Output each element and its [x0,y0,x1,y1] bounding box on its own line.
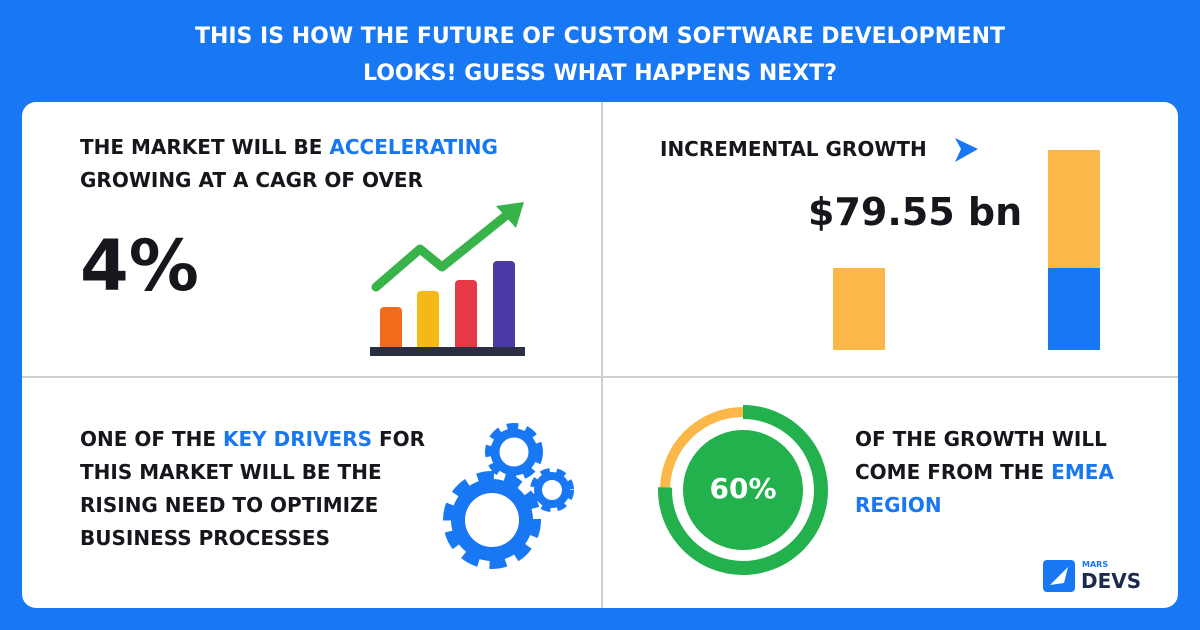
highlight: KEY DRIVERS [223,427,373,451]
cagr-figure: 4% [80,225,199,307]
growth-icon [370,202,525,356]
text: THE MARKET WILL BE [80,135,323,159]
logo-icon [1050,567,1068,585]
text-line: GROWING AT A CAGR OF OVER [80,168,423,192]
region-text: OF THE GROWTH WILL COME FROM THE EMEA RE… [855,423,1114,522]
text-line: REGION [855,493,942,517]
header-title: THIS IS HOW THE FUTURE OF CUSTOM SOFTWAR… [0,18,1200,92]
panel-area [22,102,1178,608]
highlight: ACCELERATING [329,135,498,159]
logo-small: MARS [1082,560,1109,569]
title-line: THIS IS HOW THE FUTURE OF CUSTOM SOFTWAR… [194,24,1006,49]
gears-icon [443,423,574,569]
market-text: THE MARKET WILL BE ACCELERATING GROWING … [80,131,498,197]
region-figure: 60% [709,472,777,505]
text: COME FROM THE [855,460,1045,484]
text-line: THIS MARKET WILL BE THE [80,460,382,484]
text-line: COME FROM THE EMEA [855,456,1114,489]
text-line: THE MARKET WILL BE ACCELERATING [80,131,498,164]
text: FOR [378,427,426,451]
growth-label: INCREMENTAL GROWTH [660,137,927,161]
highlight: EMEA [1051,460,1114,484]
bar-icon [1048,150,1100,268]
text-line: ONE OF THE KEY DRIVERS FOR [80,423,425,456]
text-line: BUSINESS PROCESSES [80,526,330,550]
bar-icon [1048,268,1100,350]
donut-icon [658,405,828,575]
drivers-text: ONE OF THE KEY DRIVERS FOR THIS MARKET W… [80,423,425,555]
text: ONE OF THE [80,427,217,451]
text-line: RISING NEED TO OPTIMIZE [80,493,379,517]
text-line: OF THE GROWTH WILL [855,427,1107,451]
logo-name: DEVS [1081,569,1142,593]
growth-figure: $79.55 bn [808,190,1023,234]
title-line: LOOKS! GUESS WHAT HAPPENS NEXT? [363,61,837,86]
arrow-icon [955,138,978,162]
bar-icon [833,268,885,350]
